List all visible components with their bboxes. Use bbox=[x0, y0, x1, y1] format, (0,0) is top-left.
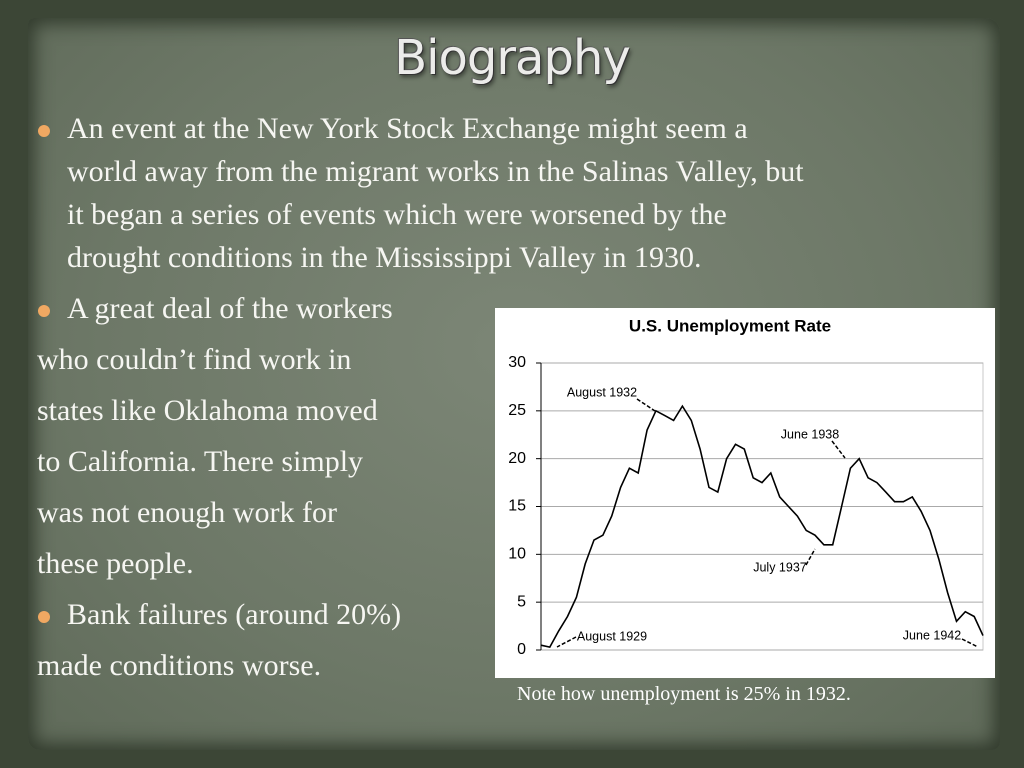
bullet-text: An event at the New York Stock Exchange … bbox=[67, 112, 748, 145]
bullet-marker bbox=[38, 305, 50, 317]
y-tick-label: 10 bbox=[508, 546, 526, 563]
y-tick-label: 0 bbox=[517, 641, 526, 658]
bullet-marker bbox=[38, 611, 50, 623]
annotation: June 1942 bbox=[903, 628, 961, 642]
y-tick-label: 30 bbox=[508, 354, 526, 371]
chart-box bbox=[495, 308, 995, 678]
bullet-text: A great deal of the workers bbox=[67, 292, 393, 325]
annotation-leader bbox=[636, 398, 656, 412]
annotation-leader bbox=[556, 636, 577, 648]
annotation-leader bbox=[805, 548, 816, 566]
annotation: July 1937 bbox=[753, 560, 807, 574]
bullet-text: was not enough work for bbox=[37, 496, 337, 529]
y-tick-label: 5 bbox=[517, 593, 526, 610]
bullet-text: world away from the migrant works in the… bbox=[67, 155, 804, 188]
bullet-marker bbox=[38, 125, 50, 137]
y-tick-label: 20 bbox=[508, 450, 526, 467]
bullet-text: states like Oklahoma moved bbox=[37, 394, 378, 427]
bullet-text: Bank failures (around 20%) bbox=[67, 598, 402, 631]
data-line bbox=[540, 404, 984, 649]
bullet-text: it began a series of events which were w… bbox=[67, 198, 727, 231]
annotation: August 1929 bbox=[577, 629, 647, 643]
annotation: August 1932 bbox=[567, 385, 637, 399]
y-tick-label: 15 bbox=[508, 498, 526, 515]
annotation: June 1938 bbox=[781, 427, 839, 441]
bullet-text: drought conditions in the Mississippi Va… bbox=[67, 241, 702, 274]
slide-title: Biography bbox=[394, 30, 631, 86]
bullet-text: who couldn’t find work in bbox=[37, 343, 352, 376]
chart-title: U.S. Unemployment Rate bbox=[629, 316, 831, 335]
bullet-text: made conditions worse. bbox=[37, 649, 322, 682]
y-tick-label: 25 bbox=[508, 402, 526, 419]
bullet-text: these people. bbox=[37, 547, 194, 580]
caption: Note how unemployment is 25% in 1932. bbox=[517, 683, 851, 705]
bullet-text: to California. There simply bbox=[37, 445, 364, 478]
annotation-leader bbox=[961, 638, 979, 648]
annotation-leader bbox=[831, 440, 846, 459]
